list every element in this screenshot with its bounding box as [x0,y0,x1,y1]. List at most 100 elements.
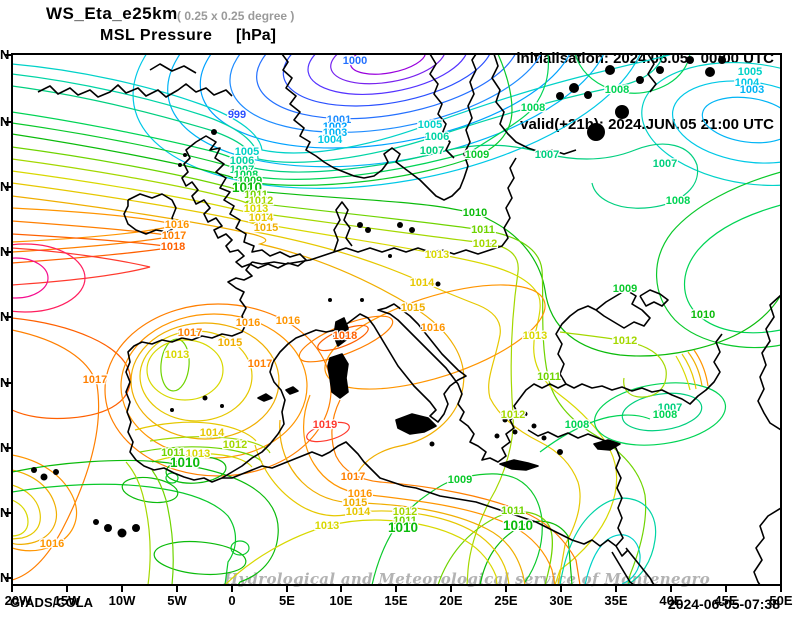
svg-text:N: N [0,505,9,520]
svg-text:1014: 1014 [249,212,274,224]
svg-text:1008: 1008 [234,169,258,181]
valid-time: valid(+21h): 2024.JUN.05 21:00 UTC [520,116,774,133]
svg-text:50E: 50E [769,593,792,608]
model-title: WS_Eta_e25km [46,4,178,23]
svg-text:N: N [0,309,9,324]
svg-text:1010: 1010 [170,455,200,470]
svg-text:1013: 1013 [425,249,449,261]
svg-text:1004: 1004 [318,134,343,146]
svg-text:1011: 1011 [244,189,268,201]
svg-text:1016: 1016 [40,538,64,550]
svg-text:1009: 1009 [238,175,262,187]
svg-text:1017: 1017 [83,374,107,386]
svg-text:1011: 1011 [501,505,525,517]
generation-timestamp: 2024-06-05-07:38 [667,596,780,612]
svg-text:1006: 1006 [425,131,449,143]
svg-text:1014: 1014 [346,506,371,518]
svg-text:40E: 40E [659,593,682,608]
svg-text:1000: 1000 [343,55,367,67]
field-units: [hPa] [236,27,276,44]
svg-text:1005: 1005 [235,146,259,158]
svg-text:1016: 1016 [236,317,260,329]
svg-text:1012: 1012 [501,409,525,421]
svg-text:1011: 1011 [161,447,185,459]
isobar-lines [12,54,781,585]
svg-text:1013: 1013 [523,330,547,342]
svg-text:1012: 1012 [613,335,637,347]
svg-text:1015: 1015 [254,222,278,234]
svg-text:1008: 1008 [666,195,690,207]
svg-text:1009: 1009 [613,283,637,295]
svg-text:1008: 1008 [653,409,677,421]
svg-text:30E: 30E [549,593,572,608]
svg-text:1009: 1009 [465,149,489,161]
latitude-axis: N N N N N N N N N [0,47,12,585]
longitude-axis: 20W 15W 10W 5W 0 5E 10E 15E 20E 25E 30E 35E 40E 45E 50… [5,585,793,608]
svg-text:1008: 1008 [565,419,589,431]
svg-text:1007: 1007 [230,164,254,176]
grid-resolution-note: ( 0.25 x 0.25 degree ) [177,9,295,23]
svg-text:1013: 1013 [165,349,189,361]
svg-text:25E: 25E [494,593,517,608]
svg-text:1005: 1005 [418,119,442,131]
field-name: MSL Pressure [100,27,213,44]
svg-text:1010: 1010 [463,207,487,219]
svg-text:1017: 1017 [248,358,272,370]
svg-text:N: N [0,114,9,129]
svg-text:1002: 1002 [323,121,347,133]
svg-text:1011: 1011 [393,515,417,527]
svg-text:1010: 1010 [691,309,715,321]
svg-text:15W: 15W [54,593,81,608]
svg-text:1014: 1014 [410,277,435,289]
svg-text:1015: 1015 [343,497,367,509]
coastlines [31,54,781,585]
svg-text:1003: 1003 [740,84,764,96]
svg-text:1010: 1010 [503,518,533,533]
svg-text:1007: 1007 [658,402,682,414]
svg-text:5W: 5W [167,593,187,608]
svg-text:1018: 1018 [333,330,357,342]
svg-text:1016: 1016 [165,219,189,231]
svg-text:20W: 20W [5,593,32,608]
svg-text:1009: 1009 [448,474,472,486]
svg-text:1013: 1013 [315,520,339,532]
svg-text:999: 999 [228,109,246,121]
svg-text:1011: 1011 [537,371,561,383]
isobar-value-labels: 9991000100110021003100410051006100710081… [39,54,766,551]
svg-text:1008: 1008 [605,84,629,96]
svg-text:N: N [0,47,9,62]
svg-text:1007: 1007 [653,158,677,170]
svg-text:1014: 1014 [200,427,225,439]
svg-text:1001: 1001 [327,114,351,126]
svg-text:N: N [0,179,9,194]
svg-text:5E: 5E [279,593,295,608]
svg-text:1006: 1006 [230,155,254,167]
svg-text:1004: 1004 [735,77,760,89]
svg-text:1007: 1007 [535,149,559,161]
svg-text:1010: 1010 [388,520,418,535]
svg-text:1015: 1015 [401,302,425,314]
svg-text:1010: 1010 [232,180,262,195]
svg-text:1019: 1019 [313,419,337,431]
svg-text:N: N [0,440,9,455]
svg-text:1012: 1012 [393,506,417,518]
svg-text:1017: 1017 [178,327,202,339]
svg-text:1008: 1008 [521,102,545,114]
svg-text:1017: 1017 [341,471,365,483]
svg-text:1016: 1016 [421,322,445,334]
svg-text:1007: 1007 [420,145,444,157]
svg-text:1016: 1016 [276,315,300,327]
svg-text:10E: 10E [329,593,352,608]
svg-text:1016: 1016 [348,488,372,500]
svg-text:1012: 1012 [223,439,247,451]
svg-text:1015: 1015 [218,337,242,349]
svg-text:1012: 1012 [473,238,497,250]
svg-text:1005: 1005 [738,66,762,78]
svg-text:1003: 1003 [323,127,347,139]
svg-text:0: 0 [228,593,235,608]
svg-text:1017: 1017 [162,230,186,242]
grads-credit: GrADS/COLA [10,595,94,610]
svg-text:45E: 45E [714,593,737,608]
